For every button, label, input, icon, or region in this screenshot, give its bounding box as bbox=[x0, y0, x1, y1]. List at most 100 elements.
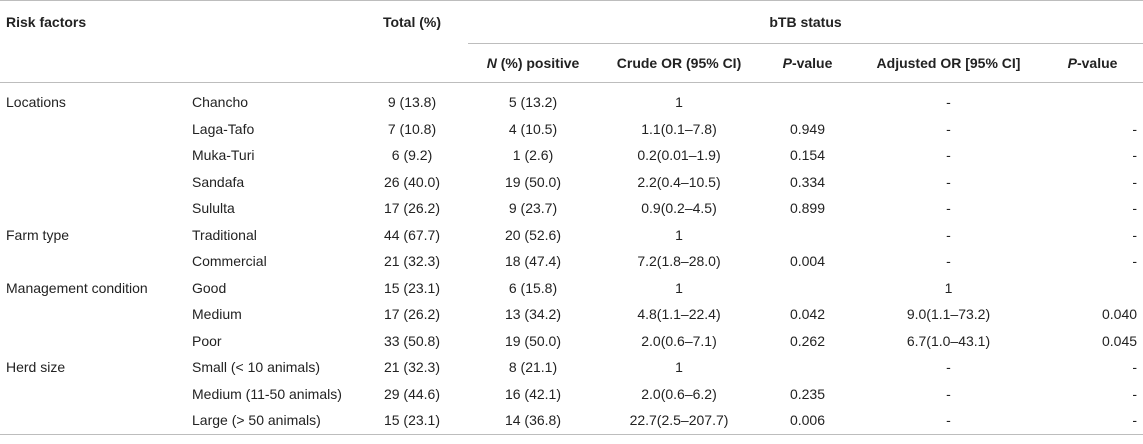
header-n-positive: N (%) positive bbox=[486, 55, 580, 71]
table-row: Medium 17 (26.2) 13 (34.2) 4.8(1.1–22.4)… bbox=[0, 301, 1143, 328]
cell-factor bbox=[0, 381, 188, 408]
cell-positive: 5 (13.2) bbox=[508, 94, 558, 111]
cell-positive: 8 (21.1) bbox=[508, 359, 558, 376]
cell-level: Muka-Turi bbox=[192, 147, 255, 164]
cell-adjusted-p: - bbox=[1132, 147, 1138, 164]
cell-adjusted-p: - bbox=[1132, 385, 1138, 402]
cell-adjusted-p: - bbox=[1132, 120, 1138, 137]
cell-p-value: 0.262 bbox=[789, 332, 826, 349]
cell-adjusted-or: - bbox=[946, 359, 951, 376]
cell-total: 9 (13.8) bbox=[387, 94, 437, 111]
cell-adjusted-p: - bbox=[1132, 253, 1138, 270]
cell-total: 26 (40.0) bbox=[383, 173, 441, 190]
table-row: Sandafa 26 (40.0) 19 (50.0) 2.2(0.4–10.5… bbox=[0, 169, 1143, 196]
cell-adjusted-or: 6.7(1.0–43.1) bbox=[906, 332, 991, 349]
cell-positive: 18 (47.4) bbox=[504, 253, 562, 270]
cell-level: Sandafa bbox=[192, 173, 245, 190]
table-row: Locations Chancho 9 (13.8) 5 (13.2) 1 - bbox=[0, 83, 1143, 116]
cell-factor: Management condition bbox=[6, 279, 148, 296]
cell-crude-or: 22.7(2.5–207.7) bbox=[598, 407, 760, 435]
cell-total: 7 (10.8) bbox=[387, 120, 437, 137]
cell-p-value: 0.154 bbox=[789, 147, 826, 164]
cell-level: Chancho bbox=[192, 94, 249, 111]
cell-positive: 13 (34.2) bbox=[504, 306, 562, 323]
cell-total: 17 (26.2) bbox=[383, 306, 441, 323]
cell-adjusted-or: - bbox=[855, 407, 1042, 435]
cell-crude-or: 1 bbox=[675, 226, 683, 243]
cell-adjusted-or: 9.0(1.1–73.2) bbox=[906, 306, 991, 323]
cell-crude-or: 2.0(0.6–6.2) bbox=[641, 385, 717, 402]
cell-factor bbox=[0, 116, 188, 143]
cell-positive: 4 (10.5) bbox=[508, 120, 558, 137]
cell-p-value: 0.235 bbox=[789, 385, 826, 402]
table-header: Risk factors Total (%) bTB status N (%) … bbox=[0, 0, 1143, 83]
cell-total: 44 (67.7) bbox=[383, 226, 441, 243]
cell-p-value bbox=[760, 222, 855, 249]
cell-crude-or: 0.9(0.2–4.5) bbox=[641, 200, 717, 217]
cell-crude-or: 1.1(0.1–7.8) bbox=[641, 120, 717, 137]
cell-crude-or: 0.2(0.01–1.9) bbox=[637, 147, 721, 164]
cell-p-value bbox=[760, 354, 855, 381]
cell-crude-or: 4.8(1.1–22.4) bbox=[637, 306, 721, 323]
cell-adjusted-p: - bbox=[1132, 226, 1138, 243]
table-row: Large (> 50 animals) 15 (23.1) 14 (36.8)… bbox=[0, 407, 1143, 435]
cell-total: 6 (9.2) bbox=[391, 147, 433, 164]
cell-factor bbox=[0, 301, 188, 328]
cell-p-value: 0.899 bbox=[789, 200, 826, 217]
cell-positive: 19 (50.0) bbox=[504, 332, 562, 349]
cell-adjusted-p: - bbox=[1132, 359, 1138, 376]
cell-adjusted-or: - bbox=[946, 226, 951, 243]
cell-p-value: 0.006 bbox=[760, 407, 855, 435]
cell-adjusted-p: - bbox=[1132, 173, 1138, 190]
cell-total: 15 (23.1) bbox=[383, 279, 441, 296]
cell-level: Commercial bbox=[192, 253, 267, 270]
cell-p-value: 0.949 bbox=[789, 120, 826, 137]
cell-crude-or: 1 bbox=[675, 279, 683, 296]
cell-total: 21 (32.3) bbox=[383, 253, 441, 270]
cell-crude-or: 2.0(0.6–7.1) bbox=[641, 332, 717, 349]
table-row: Laga-Tafo 7 (10.8) 4 (10.5) 1.1(0.1–7.8)… bbox=[0, 116, 1143, 143]
cell-positive: 1 (2.6) bbox=[512, 147, 554, 164]
cell-positive: 19 (50.0) bbox=[504, 173, 562, 190]
cell-p-value: 0.004 bbox=[789, 253, 826, 270]
table-row: Poor 33 (50.8) 19 (50.0) 2.0(0.6–7.1) 0.… bbox=[0, 328, 1143, 355]
cell-adjusted-p bbox=[1042, 83, 1143, 116]
cell-crude-or: 7.2(1.8–28.0) bbox=[637, 253, 721, 270]
cell-level: Small (< 10 animals) bbox=[192, 359, 320, 376]
cell-adjusted-or: - bbox=[946, 120, 951, 137]
cell-factor bbox=[0, 195, 188, 222]
cell-total: 17 (26.2) bbox=[383, 200, 441, 217]
header-adjusted-or: Adjusted OR [95% CI] bbox=[876, 55, 1021, 71]
cell-adjusted-or: - bbox=[946, 385, 951, 402]
header-total: Total (%) bbox=[356, 0, 468, 44]
table-row: Sululta 17 (26.2) 9 (23.7) 0.9(0.2–4.5) … bbox=[0, 195, 1143, 222]
cell-level: Medium (11-50 animals) bbox=[192, 385, 342, 402]
cell-p-value: 0.334 bbox=[789, 173, 826, 190]
cell-crude-or: 1 bbox=[675, 359, 683, 376]
table-row: Medium (11-50 animals) 29 (44.6) 16 (42.… bbox=[0, 381, 1143, 408]
cell-crude-or: 2.2(0.4–10.5) bbox=[637, 173, 721, 190]
cell-adjusted-or: - bbox=[946, 200, 951, 217]
header-p-value-adjusted: P-value bbox=[1067, 55, 1118, 71]
cell-factor: Farm type bbox=[6, 226, 70, 243]
cell-p-value: 0.042 bbox=[789, 306, 826, 323]
cell-p-value bbox=[760, 83, 855, 116]
cell-adjusted-or: - bbox=[946, 173, 951, 190]
cell-factor: Locations bbox=[6, 94, 66, 111]
cell-factor bbox=[0, 142, 188, 169]
cell-positive: 14 (36.8) bbox=[468, 407, 598, 435]
cell-level: Poor bbox=[192, 332, 222, 349]
cell-level: Laga-Tafo bbox=[192, 120, 255, 137]
header-p-value: P-value bbox=[782, 55, 833, 71]
cell-adjusted-p: - bbox=[1132, 200, 1138, 217]
cell-level: Large (> 50 animals) bbox=[188, 407, 356, 435]
cell-level: Sululta bbox=[192, 200, 235, 217]
cell-adjusted-p: 0.040 bbox=[1102, 306, 1138, 323]
cell-factor bbox=[0, 328, 188, 355]
cell-factor: Herd size bbox=[6, 359, 66, 376]
cell-adjusted-p: 0.045 bbox=[1102, 332, 1138, 349]
cell-total: 15 (23.1) bbox=[356, 407, 468, 435]
header-crude-or: Crude OR (95% CI) bbox=[616, 55, 742, 71]
cell-level: Medium bbox=[192, 306, 242, 323]
cell-positive: 20 (52.6) bbox=[504, 226, 562, 243]
